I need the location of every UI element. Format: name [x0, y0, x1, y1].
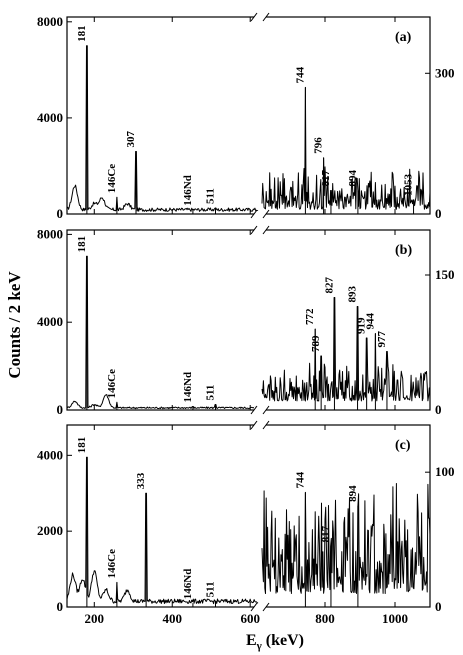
y-tick-label-8000: 8000: [37, 226, 63, 241]
x-tick-label-800: 800: [315, 611, 335, 626]
x-tick-label-200: 200: [85, 611, 105, 626]
spectrum-left: [66, 456, 259, 605]
panel-frame: [66, 424, 431, 608]
x-axis-label-sub: γ: [256, 640, 262, 652]
y-tick-label-4000: 4000: [37, 447, 63, 462]
peak-label-796: 796: [313, 137, 325, 154]
peak-label-181: 181: [76, 437, 88, 454]
peak-label-1053: 1053: [403, 173, 415, 196]
axis-break-mark: [250, 225, 258, 235]
y-tick-label-0: 0: [57, 206, 64, 221]
peak-label-827: 827: [323, 277, 335, 294]
y-tick-label-4000: 4000: [37, 314, 63, 329]
panel-frame: [66, 16, 431, 215]
peak-label-146Ce: 146Ce: [106, 369, 118, 398]
y-tick-label-0: 0: [435, 206, 442, 221]
y-tick-label-0: 0: [57, 402, 64, 417]
y-tick-label-0: 0: [57, 599, 64, 614]
x-axis-label-main: E: [246, 632, 257, 649]
peak-label-511: 511: [205, 188, 217, 204]
y-tick-label-2000: 2000: [37, 523, 63, 538]
axis-break-mark: [250, 420, 258, 430]
peak-label-744: 744: [294, 66, 306, 83]
peak-label-893: 893: [347, 286, 359, 303]
axis-break-gap-bottom: [254, 407, 266, 412]
y-tick-label-4000: 4000: [37, 110, 63, 125]
axis-break-mark: [250, 12, 258, 22]
axis-break-mark: [262, 209, 270, 219]
axis-break-gap-bottom: [254, 211, 266, 216]
axis-break-mark: [262, 225, 270, 235]
peak-label-977: 977: [376, 331, 388, 348]
peak-label-789: 789: [310, 335, 322, 352]
peak-label-817: 817: [320, 525, 332, 542]
panel-label: (c): [395, 438, 411, 453]
y-tick-label-300: 300: [435, 65, 455, 80]
panel-a: 181 146Ce 307 146Nd 511 0 4000 8000 744 796 817 894…: [37, 12, 455, 221]
spectrum-right: [261, 297, 431, 402]
x-axis-label: Eγ (keV): [246, 632, 304, 652]
axis-break-mark: [250, 602, 258, 612]
peak-label-919: 919: [356, 317, 368, 334]
y-tick-label-150: 150: [435, 267, 455, 282]
axis-break-gap-bottom: [254, 604, 266, 609]
axis-break-mark: [262, 405, 270, 415]
spectrum-left: [66, 45, 259, 212]
peak-label-894: 894: [347, 485, 359, 502]
peak-label-511: 511: [205, 385, 217, 401]
peak-label-944: 944: [364, 313, 376, 330]
axis-break-gap-top: [254, 15, 266, 20]
peak-label-817: 817: [320, 170, 332, 187]
peak-label-146Nd: 146Nd: [182, 372, 194, 403]
axis-break-gap-top: [254, 423, 266, 428]
spectrum-right: [261, 86, 431, 210]
peak-label-894: 894: [347, 170, 359, 187]
x-tick-label-1000: 1000: [382, 611, 408, 626]
peak-label-146Nd: 146Nd: [182, 175, 194, 206]
y-tick-label-100: 100: [435, 464, 455, 479]
y-tick-label-0: 0: [435, 599, 442, 614]
axis-break-mark: [262, 602, 270, 612]
peak-label-333: 333: [135, 472, 147, 489]
peak-label-146Ce: 146Ce: [106, 164, 118, 193]
peak-label-307: 307: [125, 131, 137, 148]
axis-break-mark: [262, 12, 270, 22]
peak-label-146Ce: 146Ce: [106, 549, 118, 578]
spectrum-right: [261, 483, 431, 594]
y-tick-label-8000: 8000: [37, 14, 63, 29]
axis-break-mark: [250, 405, 258, 415]
panel-frame: [66, 229, 431, 411]
peak-label-744: 744: [294, 471, 306, 488]
peak-label-772: 772: [304, 308, 316, 325]
axis-break-mark: [250, 209, 258, 219]
y-axis-label: Counts / 2 keV: [5, 271, 24, 379]
y-tick-label-0: 0: [435, 402, 442, 417]
peak-label-181: 181: [76, 236, 88, 253]
panel-c: 181 146Ce 333 146Nd 511 200 400 600 0 2000 4000 744…: [37, 420, 455, 626]
peak-label-511: 511: [205, 581, 217, 597]
axis-break-mark: [262, 420, 270, 430]
x-axis-label-unit: (keV): [262, 632, 304, 649]
panel-b: 181 146Ce 146Nd 511 0 4000 8000 772 789 827 893 919…: [37, 225, 455, 417]
spectrum-left: [66, 255, 259, 410]
peak-label-181: 181: [76, 25, 88, 42]
panel-label: (a): [395, 30, 412, 45]
x-tick-label-400: 400: [162, 611, 182, 626]
axis-break-gap-top: [254, 228, 266, 233]
peak-label-146Nd: 146Nd: [182, 569, 194, 600]
x-tick-label-600: 600: [240, 611, 260, 626]
panel-label: (b): [395, 243, 412, 258]
